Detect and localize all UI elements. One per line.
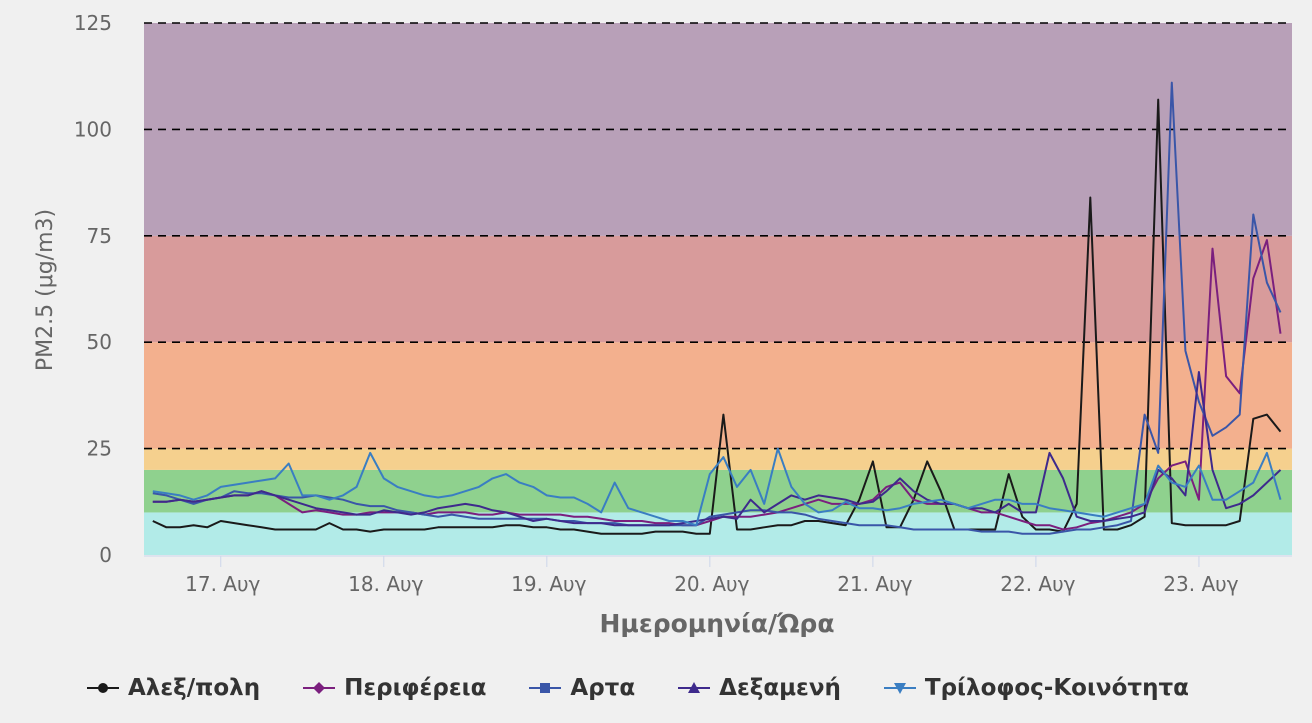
x-axis: 17. Αυγ 18. Αυγ 19. Αυγ 20. Αυγ 21. Αυγ 22. Α… [144, 555, 1292, 596]
legend-label: Αλεξ/πολη [128, 675, 261, 701]
air-quality-bands [144, 23, 1292, 555]
legend-item-trilofos[interactable]: Τρίλοφος-Κοινότητα [883, 675, 1189, 701]
square-marker-icon [529, 683, 562, 693]
x-tick-label: 19. Αυγ [511, 572, 586, 596]
legend-item-arta[interactable]: Αρτα [528, 675, 635, 701]
y-tick-label: 75 [87, 224, 112, 248]
y-tick-label: 0 [99, 543, 112, 567]
x-tick-label: 20. Αυγ [674, 572, 749, 596]
series-lines [152, 81, 1282, 535]
legend-item-dexameni[interactable]: Δεξαμενή [677, 675, 841, 701]
series-line-0[interactable] [152, 98, 1282, 535]
x-tick-label: 23. Αυγ [1163, 572, 1238, 596]
triangle-up-marker-icon [678, 682, 711, 693]
legend-item-alexpoli[interactable]: Αλεξ/πολη [86, 675, 260, 701]
x-axis-title: Ημερομηνία/Ώρα [600, 609, 835, 638]
dashed-gridlines [144, 22, 1292, 450]
diamond-marker-icon [303, 682, 336, 694]
y-axis: 0 25 50 75 100 125 [74, 11, 112, 567]
triangle-down-marker-icon [883, 683, 916, 694]
y-tick-label: 125 [74, 11, 112, 35]
x-tick-label: 18. Αυγ [348, 572, 423, 596]
y-tick-label: 25 [87, 437, 112, 461]
series-line-4[interactable] [152, 447, 1282, 527]
band-10-20 [144, 469, 1292, 513]
legend-label: Περιφέρεια [344, 675, 487, 701]
band-50-75 [144, 235, 1292, 343]
x-tick-label: 22. Αυγ [1000, 572, 1075, 596]
series-line-3[interactable] [152, 371, 1282, 527]
series-line-2[interactable] [152, 81, 1282, 535]
band-25-50 [144, 342, 1292, 449]
y-axis-title: PM2.5 (μg/m3) [33, 209, 58, 371]
y-tick-label: 50 [87, 330, 112, 354]
band-0-10 [144, 512, 1292, 555]
legend-label: Αρτα [570, 675, 636, 701]
x-tick-label: 21. Αυγ [837, 572, 912, 596]
y-tick-label: 100 [74, 117, 112, 141]
series-line-1[interactable] [152, 239, 1282, 531]
circle-marker-icon [87, 683, 119, 693]
legend-label: Δεξαμενή [719, 675, 841, 701]
chart-legend: Αλεξ/πολη Περιφέρεια Αρτα Δεξαμενή [0, 668, 1312, 708]
x-tick-label: 17. Αυγ [185, 572, 260, 596]
legend-item-perifereia[interactable]: Περιφέρεια [302, 675, 486, 701]
legend-label: Τρίλοφος-Κοινότητα [924, 675, 1189, 701]
